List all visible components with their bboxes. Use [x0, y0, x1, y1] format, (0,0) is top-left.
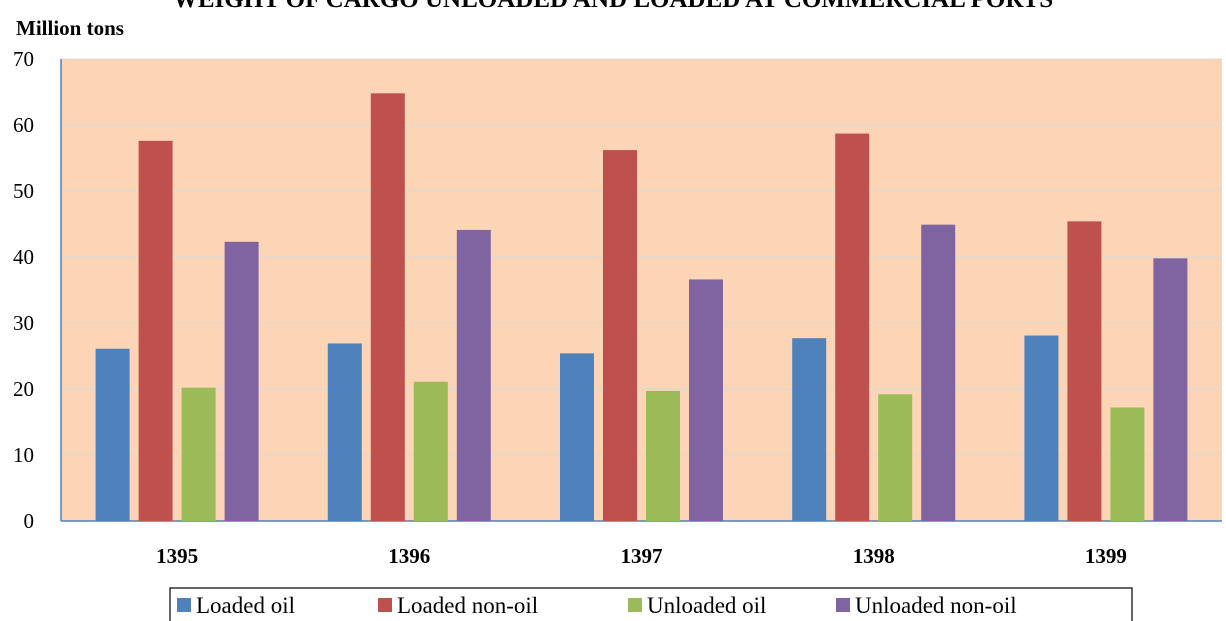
- bar-0-3: [224, 241, 259, 521]
- legend-label-0: Loaded oil: [196, 593, 295, 618]
- bar-4-1: [1067, 221, 1102, 522]
- bar-1-3: [456, 229, 491, 521]
- bar-4-0: [1024, 335, 1059, 521]
- y-tick-label: 60: [13, 113, 34, 137]
- y-tick-label: 30: [13, 311, 34, 335]
- chart-title: WEIGHT OF CARGO UNLOADED AND LOADED AT C…: [173, 0, 1053, 13]
- y-tick-label: 20: [13, 377, 34, 401]
- y-tick-label: 10: [13, 443, 34, 467]
- y-tick-label: 50: [13, 179, 34, 203]
- x-tick-label: 1396: [388, 544, 430, 568]
- y-tick-label: 70: [13, 47, 34, 71]
- x-tick-label: 1397: [621, 544, 663, 568]
- bar-0-0: [95, 348, 130, 521]
- bar-2-0: [560, 353, 594, 521]
- bar-0-2: [181, 387, 216, 521]
- bar-4-3: [1153, 258, 1188, 521]
- bar-4-2: [1110, 407, 1145, 521]
- y-tick-label: 0: [24, 509, 35, 533]
- x-tick-label: 1398: [853, 544, 895, 568]
- bar-1-0: [327, 343, 362, 521]
- bar-3-0: [792, 338, 827, 521]
- legend-swatch-0: [177, 598, 191, 612]
- bar-2-2: [646, 390, 680, 521]
- legend-label-3: Unloaded non-oil: [855, 593, 1017, 618]
- bar-0-1: [138, 140, 173, 521]
- legend-swatch-3: [836, 598, 850, 612]
- legend-box: [169, 587, 1133, 621]
- x-tick-label: 1399: [1085, 544, 1127, 568]
- y-axis-unit-label: Million tons: [16, 16, 124, 40]
- bar-3-3: [921, 224, 956, 521]
- legend-label-2: Unloaded oil: [647, 593, 766, 618]
- legend-label-1: Loaded non-oil: [397, 593, 538, 618]
- bar-2-3: [689, 279, 723, 521]
- legend-swatch-2: [628, 598, 642, 612]
- legend-swatch-1: [378, 598, 392, 612]
- y-tick-label: 40: [13, 245, 34, 269]
- x-tick-label: 1395: [156, 544, 198, 568]
- bar-1-1: [370, 93, 405, 521]
- bar-3-2: [878, 394, 913, 521]
- bar-2-1: [603, 150, 637, 521]
- bar-3-1: [835, 133, 870, 521]
- bar-1-2: [413, 381, 448, 521]
